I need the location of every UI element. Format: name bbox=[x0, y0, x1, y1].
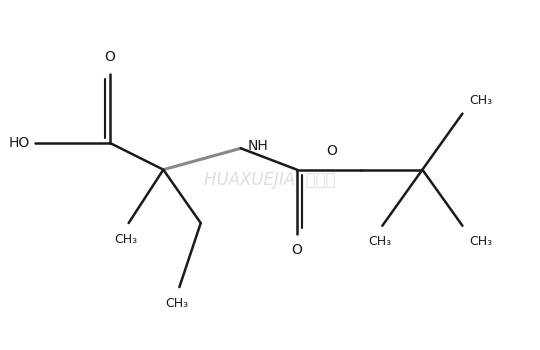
Text: O: O bbox=[326, 144, 337, 158]
Text: CH₃: CH₃ bbox=[165, 297, 188, 310]
Text: HUAXUEJIA  化学加: HUAXUEJIA 化学加 bbox=[204, 172, 336, 189]
Text: HO: HO bbox=[9, 136, 30, 150]
Text: NH: NH bbox=[247, 139, 268, 153]
Text: CH₃: CH₃ bbox=[114, 233, 138, 246]
Text: O: O bbox=[292, 243, 302, 257]
Text: CH₃: CH₃ bbox=[469, 94, 492, 107]
Text: CH₃: CH₃ bbox=[469, 235, 492, 248]
Text: CH₃: CH₃ bbox=[368, 235, 391, 248]
Text: O: O bbox=[104, 50, 116, 64]
